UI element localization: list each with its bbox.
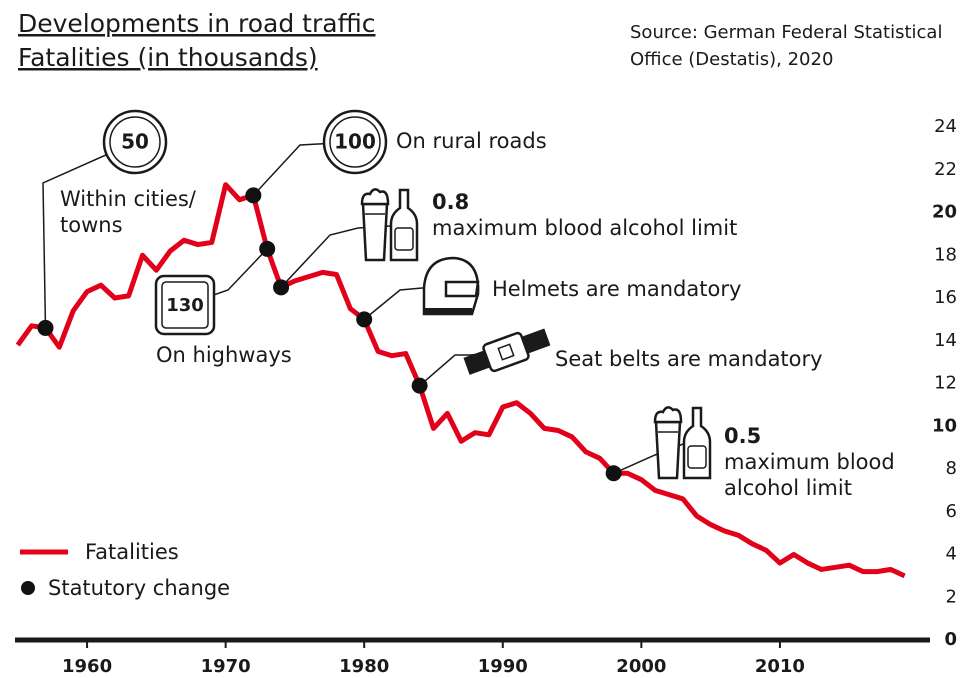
y-tick-label: 8 [946, 458, 957, 479]
x-tick-label: 1980 [339, 656, 389, 677]
y-tick-label: 14 [934, 330, 957, 351]
annotation-text: On highways [156, 343, 292, 367]
sign-ring [161, 281, 209, 329]
y-tick-label: 12 [934, 373, 957, 394]
beer-glass [654, 420, 682, 480]
annotation-text: towns [60, 213, 123, 237]
x-tick-label: 1990 [478, 656, 528, 677]
sign-ring [109, 116, 161, 168]
x-tick-label: 1960 [62, 656, 112, 677]
y-tick-label: 6 [946, 501, 957, 522]
legend-label: Statutory change [48, 576, 230, 600]
icon [422, 256, 480, 316]
annotation-text: Within cities/ [60, 187, 197, 211]
icon [360, 188, 419, 262]
y-tick-label: 20 [932, 202, 957, 223]
fatalities-line [15, 182, 906, 579]
annotation-text: Seat belts are mandatory [555, 347, 823, 371]
connector [42, 141, 136, 328]
beer-foam [360, 188, 390, 206]
chart-title: Developments in road traffic [18, 9, 375, 38]
buckle-slot [497, 343, 515, 361]
sign-text: 130 [166, 295, 204, 316]
y-tick-label: 0 [944, 629, 957, 650]
y-tick-label: 22 [934, 159, 957, 180]
source: Office (Destatis), 2020 [630, 49, 833, 70]
belt-right [521, 328, 551, 354]
annotation-text: alcohol limit [724, 476, 852, 500]
legend-label: Fatalities [85, 540, 179, 564]
beer-glass [361, 202, 389, 262]
annotation-text: maximum blood [724, 450, 895, 474]
sign-text: 50 [121, 130, 149, 154]
statutory-marker [411, 377, 428, 394]
x-tick-label: 2000 [616, 656, 666, 677]
icon: 130 [154, 274, 216, 336]
icon: 100 [322, 109, 388, 175]
y-tick-label: 2 [946, 586, 957, 607]
statutory-marker [605, 465, 622, 482]
sign-text: 0.8 [432, 190, 469, 214]
icon [653, 406, 712, 480]
y-tick-label: 4 [946, 544, 957, 565]
bottle-label [394, 227, 414, 251]
visor [444, 280, 480, 298]
y-tick-label: 18 [934, 244, 957, 265]
statutory-marker [245, 187, 262, 204]
annotation-text: On rural roads [396, 129, 547, 153]
statutory-marker [37, 319, 54, 336]
statutory-marker [259, 240, 276, 257]
statutory-marker [356, 311, 373, 328]
annotation-text: maximum blood alcohol limit [432, 216, 737, 240]
chart-title: Fatalities (in thousands) [18, 43, 318, 72]
y-tick-label: 16 [934, 287, 957, 308]
legend-swatch [21, 581, 35, 595]
y-tick-label: 24 [934, 116, 957, 137]
source: Source: German Federal Statistical [630, 22, 942, 43]
seat-belt [463, 328, 551, 375]
statutory-marker [273, 279, 290, 296]
annotation-text: Helmets are mandatory [492, 277, 741, 301]
sign-text: 0.5 [724, 424, 761, 448]
beer-foam [653, 406, 683, 424]
icon: 50 [102, 109, 168, 175]
x-tick-label: 2010 [755, 656, 805, 677]
sign-text: 100 [334, 130, 376, 154]
x-tick-label: 1970 [201, 656, 251, 677]
sign-ring [329, 116, 381, 168]
y-tick-label: 10 [932, 415, 957, 436]
icon [463, 328, 551, 375]
bottle-label [687, 445, 707, 469]
helmet-rim [424, 308, 472, 315]
